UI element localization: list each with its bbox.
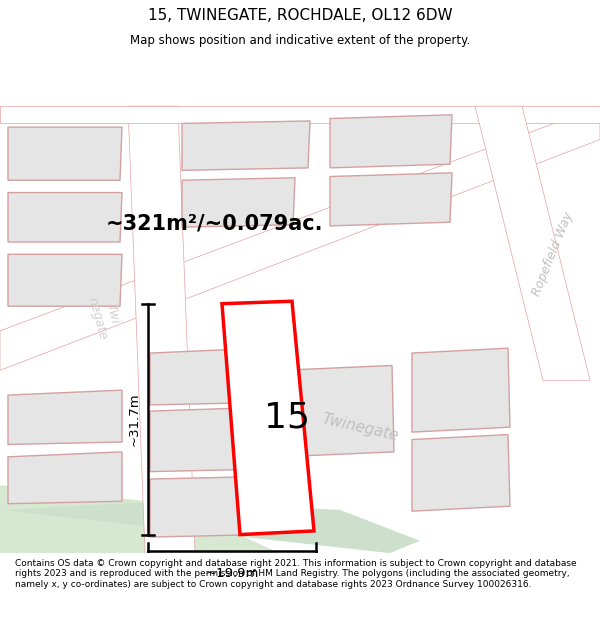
Text: ~19.9m: ~19.9m [205,567,259,580]
Text: 15: 15 [264,401,310,434]
Polygon shape [475,106,590,380]
Text: ~31.7m: ~31.7m [128,392,140,446]
Text: 15, TWINEGATE, ROCHDALE, OL12 6DW: 15, TWINEGATE, ROCHDALE, OL12 6DW [148,8,452,23]
Polygon shape [8,390,122,444]
Text: Contains OS data © Crown copyright and database right 2021. This information is : Contains OS data © Crown copyright and d… [15,559,577,589]
Polygon shape [150,348,262,405]
Polygon shape [0,106,600,123]
Polygon shape [150,408,262,472]
Polygon shape [330,173,452,226]
Polygon shape [412,348,510,432]
Polygon shape [280,366,394,457]
Text: Ropefield Way: Ropefield Way [530,211,576,298]
Polygon shape [128,106,195,553]
Text: ~321m²/~0.079ac.: ~321m²/~0.079ac. [106,214,324,234]
Text: Twi
negate: Twi negate [86,291,124,341]
Polygon shape [8,192,122,242]
Polygon shape [0,501,420,553]
Polygon shape [182,177,295,227]
Polygon shape [8,452,122,504]
Polygon shape [8,254,122,306]
Polygon shape [330,115,452,168]
Polygon shape [0,485,280,553]
Polygon shape [182,121,310,171]
Polygon shape [150,477,262,537]
Polygon shape [8,127,122,180]
Polygon shape [222,301,314,534]
Polygon shape [412,434,510,511]
Text: Map shows position and indicative extent of the property.: Map shows position and indicative extent… [130,34,470,47]
Polygon shape [0,106,600,371]
Text: Twinegate: Twinegate [320,411,400,443]
